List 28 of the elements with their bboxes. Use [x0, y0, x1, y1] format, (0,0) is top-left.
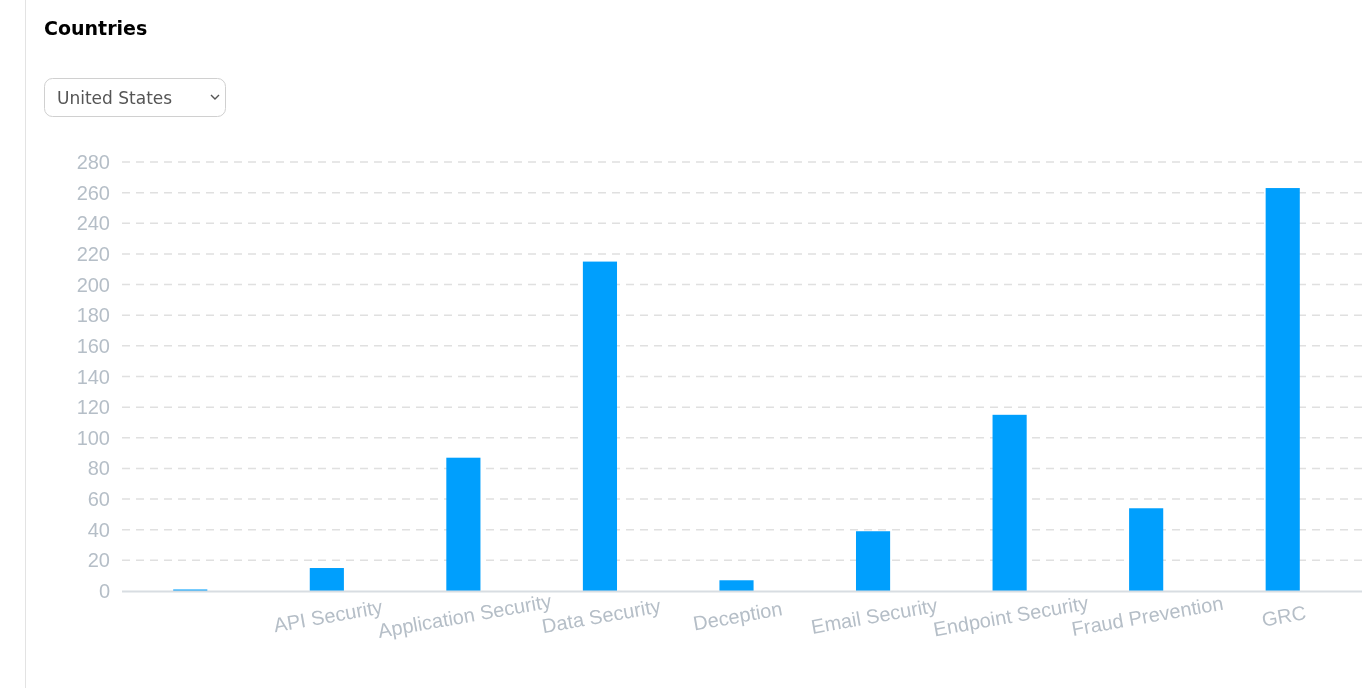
bar: [719, 580, 754, 591]
chart-title: Countries: [44, 17, 148, 39]
bar: [582, 261, 618, 591]
y-tick-label: 220: [76, 242, 110, 265]
y-tick-label: 100: [76, 426, 110, 449]
x-tick-label: GRC: [1260, 601, 1308, 631]
dropdown: United States: [44, 78, 226, 117]
bar: [309, 568, 344, 591]
y-tick-label: 240: [76, 212, 110, 235]
y-tick-label: 40: [87, 518, 110, 541]
y-tick-label: 180: [76, 304, 110, 327]
x-tick-label: Deception: [691, 597, 784, 635]
bar: [992, 414, 1027, 591]
bar: [1129, 508, 1164, 591]
y-tick-label: 260: [76, 181, 110, 204]
y-tick-label: 80: [87, 457, 110, 480]
y-tick-label: 160: [76, 334, 110, 357]
bar: [855, 531, 891, 591]
y-tick-label: 20: [87, 549, 110, 572]
chart-subtitle: United States: [57, 88, 173, 108]
y-tick-label: 200: [76, 273, 110, 296]
y-tick-label: 60: [87, 488, 110, 511]
y-tick-label: 140: [76, 365, 110, 388]
bar: [1265, 188, 1300, 591]
y-tick-label: 280: [76, 151, 110, 173]
y-tick-label: 0: [98, 580, 110, 602]
bar: [446, 457, 481, 591]
y-tick-label: 120: [76, 396, 110, 419]
